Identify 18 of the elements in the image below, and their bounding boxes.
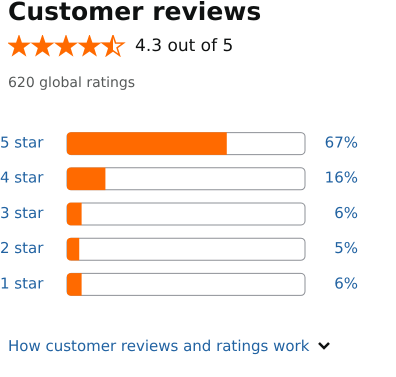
bar xyxy=(67,167,106,190)
y-tick-label: 5 star xyxy=(0,133,44,152)
chart-subtitle: 4.3 out of 5 xyxy=(135,36,234,56)
data-label: 5% xyxy=(334,239,358,258)
y-tick-label: 3 star xyxy=(0,204,44,222)
bar xyxy=(67,202,82,226)
text: 620 global ratings xyxy=(8,75,136,91)
text: How customer reviews and ratings work xyxy=(8,337,310,355)
bar xyxy=(67,273,82,296)
y-tick-label: 4 star xyxy=(0,168,44,187)
chart-title: Customer reviews xyxy=(8,0,262,26)
bar xyxy=(67,238,80,261)
data-label: 16% xyxy=(324,168,358,187)
y-tick-label: 1 star xyxy=(0,274,44,292)
data-label: 67% xyxy=(324,133,358,152)
data-label: 6% xyxy=(334,204,358,222)
y-tick-label: 2 star xyxy=(0,239,44,258)
data-label: 6% xyxy=(334,274,358,292)
